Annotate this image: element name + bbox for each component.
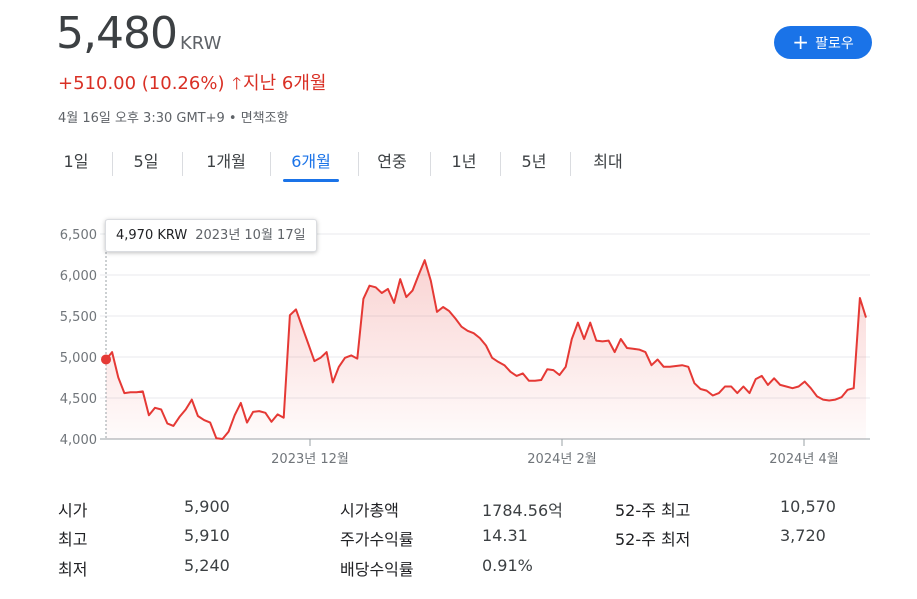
- tab-ytd[interactable]: 연중: [377, 152, 407, 171]
- price-area: [106, 260, 866, 439]
- plus-icon: +: [792, 29, 810, 54]
- y-tick-label: 5,000: [60, 351, 97, 366]
- stat-label-high: 최고: [58, 530, 88, 549]
- stat-label-low: 최저: [58, 560, 88, 579]
- follow-label: 팔로우: [815, 35, 854, 52]
- stat-value-open: 5,900: [184, 497, 230, 516]
- stat-label-div: 배당수익률: [340, 560, 414, 579]
- price-chart[interactable]: 4,000 4,500 5,000 5,500 6,000 6,500 2023년 12월…: [0, 210, 917, 475]
- tab-divider: [430, 152, 431, 176]
- x-tick-label: 2023년 12월: [271, 452, 349, 467]
- tab-1d[interactable]: 1일: [63, 152, 89, 171]
- stat-value-low: 5,240: [184, 556, 230, 575]
- tab-divider: [358, 152, 359, 176]
- stat-value-div: 0.91%: [482, 556, 533, 575]
- tab-divider: [270, 152, 271, 176]
- tab-divider: [500, 152, 501, 176]
- x-tick-label: 2024년 2월: [527, 452, 596, 467]
- price-line: [105, 259, 867, 440]
- tab-5d[interactable]: 5일: [133, 152, 159, 171]
- stat-value-mkt-cap: 1784.56억: [482, 501, 563, 520]
- price-series: [101, 220, 867, 440]
- change-value: +510.00 (10.26%): [58, 73, 225, 94]
- stat-label-52w-high: 52-주 최고: [615, 501, 691, 520]
- stat-value-52w-high: 10,570: [780, 497, 836, 516]
- y-tick-label: 4,500: [60, 392, 97, 407]
- arrow-up-icon: 🡑: [232, 74, 242, 94]
- x-tick-label: 2024년 4월: [769, 452, 838, 467]
- tab-5y[interactable]: 5년: [521, 152, 547, 171]
- highlight-point: [101, 354, 111, 365]
- stat-label-mkt-cap: 시가총액: [340, 501, 399, 520]
- follow-button[interactable]: + 팔로우: [774, 26, 872, 59]
- tab-6m[interactable]: 6개월: [283, 146, 339, 182]
- stock-price: 5,480: [56, 8, 178, 59]
- tooltip-date: 2023년 10월 17일: [195, 228, 306, 243]
- tab-1y[interactable]: 1년: [451, 152, 477, 171]
- stat-label-open: 시가: [58, 501, 88, 520]
- y-tick-label: 5,500: [60, 310, 97, 325]
- y-tick-label: 6,500: [60, 228, 97, 243]
- tab-divider: [570, 152, 571, 176]
- stat-label-52w-low: 52-주 최저: [615, 530, 691, 549]
- stat-value-pe: 14.31: [482, 526, 528, 545]
- currency-label: KRW: [180, 33, 222, 54]
- y-axis: 4,000 4,500 5,000 5,500 6,000 6,500: [60, 228, 97, 448]
- x-axis: 2023년 12월 2024년 2월 2024년 4월: [100, 438, 870, 467]
- tab-divider: [182, 152, 183, 176]
- stat-value-high: 5,910: [184, 526, 230, 545]
- tooltip-value: 4,970 KRW: [116, 228, 188, 243]
- stat-value-52w-low: 3,720: [780, 526, 826, 545]
- period-label: 지난 6개월: [243, 73, 327, 94]
- price-change: +510.00 (10.26%) 🡑 지난 6개월: [58, 69, 326, 100]
- timestamp: 4월 16일 오후 3:30 GMT+9 • 면책조항: [58, 111, 289, 126]
- tab-divider: [112, 152, 113, 176]
- tab-1m[interactable]: 1개월: [206, 152, 246, 171]
- stat-label-pe: 주가수익률: [340, 530, 414, 549]
- y-tick-label: 6,000: [60, 269, 97, 284]
- y-tick-label: 4,000: [60, 433, 97, 448]
- chart-tooltip: 4,970 KRW 2023년 10월 17일: [105, 219, 317, 252]
- tab-max[interactable]: 최대: [593, 152, 623, 171]
